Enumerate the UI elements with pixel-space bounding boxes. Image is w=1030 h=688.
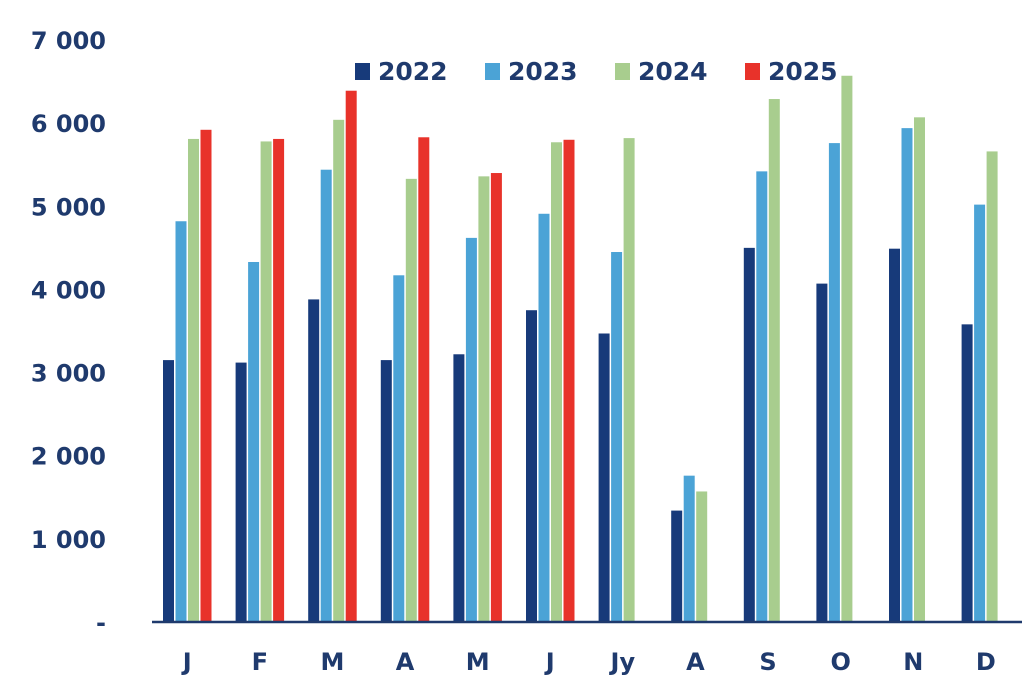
x-tick-label: Jy [609,648,636,676]
y-tick-label: 6 000 [31,110,106,138]
bar-2022-11 [961,324,973,622]
legend: 2022 2023 2024 2025 [355,57,838,86]
legend-swatch [615,63,630,80]
bar-2022-2 [308,299,320,622]
bar-2022-4 [453,354,465,622]
bar-2022-10 [889,248,900,622]
bar-2025-3 [418,137,430,622]
bar-2025-4 [490,173,502,622]
bar-2022-9 [816,283,828,622]
bar-2022-7 [671,510,683,622]
bar-2023-10 [901,128,913,623]
legend-swatch [485,63,500,80]
legend-item-2022: 2022 [355,57,448,86]
x-tick-label: D [976,648,996,676]
bar-2024-11 [986,151,998,622]
bar-2023-5 [538,213,550,623]
x-axis: J F M A M J Jy A S O N D [181,648,996,676]
bar-2024-4 [478,176,490,622]
bar-2024-1 [260,141,272,623]
bar-2023-9 [828,143,840,622]
legend-label: 2024 [638,57,708,86]
y-tick-label: - [96,609,106,637]
bar-2024-8 [768,99,780,622]
bar-2025-2 [345,90,357,622]
y-tick-label: 1 000 [31,526,106,554]
bar-2024-3 [405,178,417,622]
bar-2023-0 [175,221,187,622]
y-tick-label: 5 000 [31,193,106,221]
legend-label: 2022 [378,57,448,86]
x-tick-label: O [830,648,850,676]
bar-2024-7 [696,491,708,622]
bar-2024-9 [841,75,853,623]
y-axis: - 1 000 2 000 3 000 4 000 5 000 6 000 7 000 [31,27,106,637]
legend-swatch [355,63,370,80]
bar-2025-0 [200,129,212,622]
bar-2022-8 [743,247,755,622]
bar-2022-6 [598,333,610,622]
bar-2022-1 [235,362,247,622]
bar-2022-5 [526,310,537,622]
bar-2025-1 [273,138,285,622]
x-tick-label: S [759,648,776,676]
bar-2023-7 [683,475,695,622]
bar-2022-3 [380,360,392,622]
bar-2023-4 [465,237,477,622]
bar-2024-10 [914,117,925,622]
x-tick-label: M [321,648,345,676]
legend-swatch [745,63,760,80]
legend-item-2024: 2024 [615,57,708,86]
bar-2022-0 [163,360,174,622]
x-tick-label: M [466,648,490,676]
x-tick-label: J [181,648,192,676]
x-tick-label: N [903,648,923,676]
legend-item-2023: 2023 [485,57,578,86]
bars-layer [163,75,998,623]
x-tick-label: A [396,648,415,676]
bar-2024-6 [623,138,635,622]
bar-2023-3 [393,275,405,622]
y-tick-label: 3 000 [31,360,106,388]
x-tick-label: A [686,648,705,676]
bar-2024-0 [188,138,199,622]
x-tick-label: F [252,648,268,676]
legend-label: 2025 [768,57,838,86]
x-tick-label: J [544,648,555,676]
bar-2023-2 [320,169,332,622]
bar-2025-5 [563,139,575,622]
bar-2023-11 [974,204,986,622]
legend-item-2025: 2025 [745,57,838,86]
legend-label: 2023 [508,57,578,86]
y-tick-label: 2 000 [31,443,106,471]
bar-2023-6 [611,252,623,622]
bar-2024-5 [551,142,562,622]
bar-2024-2 [333,119,345,623]
y-tick-label: 7 000 [31,27,106,55]
y-tick-label: 4 000 [31,276,106,304]
bar-2023-1 [248,261,260,622]
bar-2023-8 [756,171,768,622]
